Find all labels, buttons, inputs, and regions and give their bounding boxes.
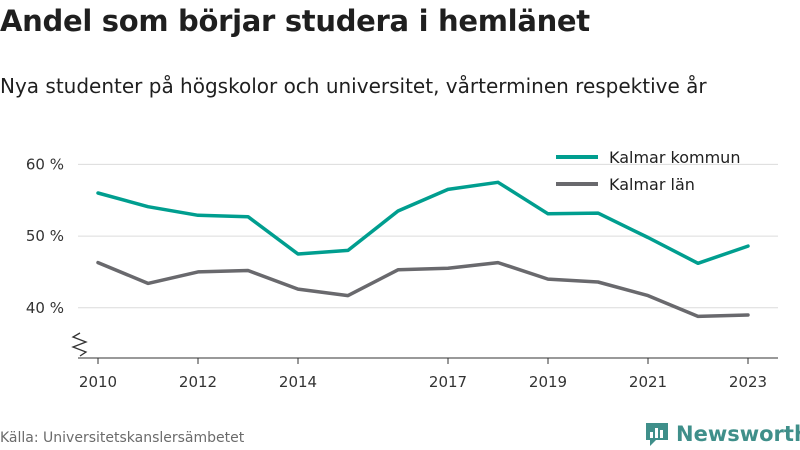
source-note: Källa: Universitetskanslersämbetet [0,430,245,446]
x-tick-label: 2019 [529,373,567,391]
x-tick-label: 2010 [79,373,117,391]
x-tick-label: 2014 [279,373,317,391]
chart-title: Andel som börjar studera i hemlänet [0,4,590,38]
legend-label: Kalmar län [609,175,695,194]
x-tick-label: 2021 [629,373,667,391]
bar-chart-icon [646,423,668,446]
y-tick-label: 50 % [26,227,64,245]
x-tick-label: 2012 [179,373,217,391]
series-line [96,180,750,266]
axis-break-icon [71,332,88,357]
legend-label: Kalmar kommun [609,148,740,167]
x-tick-label: 2023 [729,373,767,391]
series-line [96,260,750,319]
x-tick-label: 2017 [429,373,467,391]
brand-name: Newsworthy [676,422,800,446]
chart-subtitle: Nya studenter på högskolor och universit… [0,74,707,98]
y-tick-label: 60 % [26,155,64,173]
y-tick-label: 40 % [26,299,64,317]
brand-logo: Newsworthy [644,421,800,447]
